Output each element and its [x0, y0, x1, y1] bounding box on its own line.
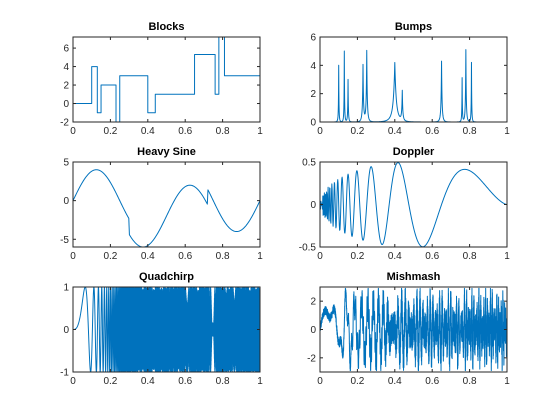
mishmash-xtick-label: 0.8	[463, 376, 477, 387]
mishmash-xtick-label: 0.2	[350, 376, 364, 387]
mishmash-xtick-label: 1	[504, 376, 510, 387]
blocks-axes-box	[72, 36, 261, 123]
quadchirp-ytick-label: -1	[60, 368, 69, 379]
heavy-sine-ytick-label: 5	[63, 158, 69, 169]
blocks-ytick-label: 4	[63, 62, 69, 73]
quadchirp-ytick-label: 0	[63, 325, 69, 336]
doppler-xtick-label: 0.2	[350, 251, 364, 262]
doppler-xtick-label: 0.8	[463, 251, 477, 262]
heavy-sine-xtick-label: 0.2	[103, 251, 117, 262]
bumps-series-line	[320, 49, 507, 122]
quadchirp-xtick-label: 0.6	[178, 376, 192, 387]
blocks-title: Blocks	[148, 21, 184, 33]
doppler-xtick-label: 0	[317, 251, 323, 262]
quadchirp-series-line	[73, 287, 260, 372]
bumps-xtick-label: 0.6	[425, 126, 439, 137]
doppler-xtick-label: 0.6	[425, 251, 439, 262]
mishmash-xtick-label: 0	[317, 376, 323, 387]
heavy-sine-xtick-label: 0.4	[141, 251, 155, 262]
heavy-sine-xtick-label: 0.8	[216, 251, 230, 262]
mishmash-ytick-label: 0	[310, 325, 316, 336]
heavy-sine-ytick-label: -5	[60, 235, 69, 246]
mishmash-ytick-label: -2	[307, 353, 316, 364]
bumps-xtick-label: 0.2	[350, 126, 364, 137]
heavy-sine-title: Heavy Sine	[137, 146, 196, 158]
mishmash-title: Mishmash	[387, 271, 441, 283]
blocks-xtick-label: 0.8	[216, 126, 230, 137]
quadchirp-xtick-label: 0	[70, 376, 76, 387]
doppler-xtick-label: 1	[504, 251, 510, 262]
blocks-xtick-label: 0.2	[103, 126, 117, 137]
quadchirp-xtick-label: 0.4	[141, 376, 155, 387]
doppler-ytick-label: 0	[310, 200, 316, 211]
bumps-xtick-label: 1	[504, 126, 510, 137]
quadchirp-ytick-label: 1	[63, 283, 69, 294]
quadchirp-xtick-label: 1	[257, 376, 263, 387]
doppler-title: Doppler	[393, 146, 435, 158]
mishmash-xtick-label: 0.4	[388, 376, 402, 387]
heavy-sine-xtick-label: 1	[257, 251, 263, 262]
heavy-sine-xtick-label: 0	[70, 251, 76, 262]
blocks-xtick-label: 1	[257, 126, 263, 137]
doppler-ytick-label: 0.5	[302, 158, 316, 169]
heavy-sine-axes-box	[72, 161, 261, 248]
bumps-ytick-label: 6	[310, 33, 316, 44]
doppler-series-line	[320, 162, 507, 247]
blocks-series-line	[73, 37, 260, 122]
bumps-xtick-label: 0	[317, 126, 323, 137]
bumps-axes-box	[319, 36, 508, 123]
bumps-xtick-label: 0.8	[463, 126, 477, 137]
mishmash-xtick-label: 0.6	[425, 376, 439, 387]
bumps-ytick-label: 0	[310, 118, 316, 129]
quadchirp-title: Quadchirp	[139, 271, 194, 283]
bumps-ytick-label: 4	[310, 61, 316, 72]
doppler-xtick-label: 0.4	[388, 251, 402, 262]
blocks-xtick-label: 0.6	[178, 126, 192, 137]
blocks-ytick-label: 2	[63, 81, 69, 92]
subplot-mishmash: 0 0.2 0.4 0.6 0.8 1 -2 0 2 Mishmash	[307, 271, 510, 387]
heavy-sine-ytick-label: 0	[63, 196, 69, 207]
quadchirp-xtick-label: 0.8	[216, 376, 230, 387]
blocks-ytick-label: 6	[63, 44, 69, 55]
subplot-bumps: 0 0.2 0.4 0.6 0.8 1 0 2 4 6 Bumps	[310, 21, 510, 137]
bumps-xtick-label: 0.4	[388, 126, 402, 137]
bumps-ytick-label: 2	[310, 89, 316, 100]
blocks-xtick-label: 0.4	[141, 126, 155, 137]
doppler-ytick-label: -0.5	[299, 243, 317, 254]
bumps-title: Bumps	[395, 21, 432, 33]
quadchirp-xtick-label: 0.2	[103, 376, 117, 387]
blocks-xtick-label: 0	[70, 126, 76, 137]
heavy-sine-series-line	[73, 169, 260, 247]
blocks-ytick-label: -2	[60, 118, 69, 129]
mishmash-series-line	[320, 287, 507, 372]
blocks-ytick-label: 0	[63, 99, 69, 110]
heavy-sine-xtick-label: 0.6	[178, 251, 192, 262]
mishmash-ytick-label: 2	[310, 297, 316, 308]
